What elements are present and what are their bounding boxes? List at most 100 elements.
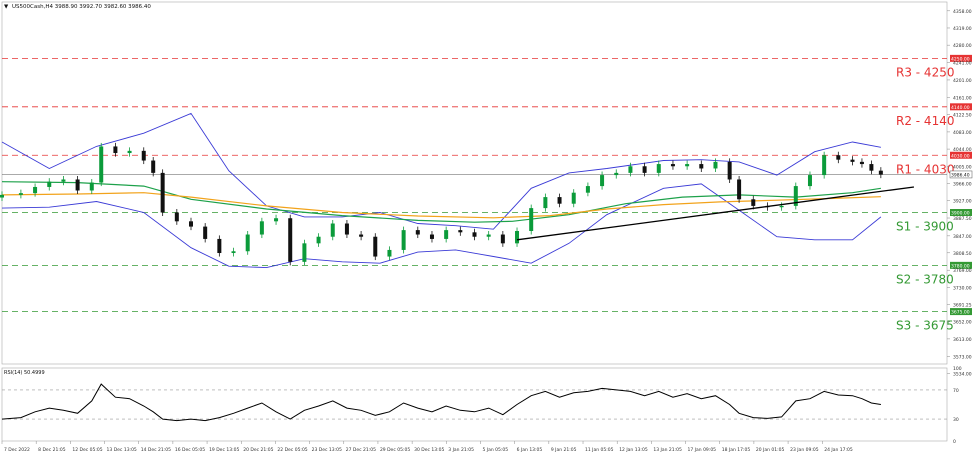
candle-body <box>713 161 718 169</box>
candle <box>529 204 534 235</box>
time-axis-tick-label: 14 Dec 21:05 <box>141 447 171 453</box>
rsi-axis-tick-label: 0 <box>953 439 956 445</box>
candle <box>33 183 38 197</box>
candle <box>727 158 732 183</box>
time-axis-tick-label: 12 Dec 05:05 <box>72 447 102 453</box>
price-axis-highlight <box>950 308 972 316</box>
candle <box>373 233 378 261</box>
candle-body <box>160 172 165 213</box>
candle-body <box>89 182 94 191</box>
candle <box>274 214 279 225</box>
price-panel-frame <box>1 1 948 365</box>
time-axis-tick-label: 13 Jan 21:05 <box>653 447 682 453</box>
candle <box>0 191 4 202</box>
candle-body <box>61 179 66 182</box>
price-axis-tick-label: 3613.00 <box>953 337 972 343</box>
candle-body <box>344 223 349 235</box>
candle <box>245 231 250 255</box>
candle <box>628 162 633 177</box>
candle <box>127 147 132 157</box>
candle-body <box>75 179 80 191</box>
candle <box>859 158 864 168</box>
candle <box>472 228 477 241</box>
candle <box>18 189 23 199</box>
candle-body <box>869 164 874 171</box>
moving-average-fast <box>1 181 881 223</box>
candle <box>779 202 784 211</box>
candle <box>614 169 619 179</box>
rsi-axis: 100 70 30 0 <box>953 366 962 445</box>
time-axis-tick-label: 3 Jan 21:05 <box>448 447 474 453</box>
rsi-axis-tick-label: 100 <box>953 366 962 372</box>
candle-body <box>33 186 38 194</box>
candle <box>189 217 193 231</box>
time-axis-tick-label: 27 Dec 21:05 <box>346 447 376 453</box>
candle-body <box>401 230 406 250</box>
candle-body <box>486 234 491 237</box>
candle <box>656 160 661 177</box>
candle <box>793 182 798 210</box>
candle-body <box>99 146 104 183</box>
candle <box>160 169 165 217</box>
candle-body <box>316 236 321 244</box>
level-label-s2: S2 - 3780 <box>896 272 954 286</box>
candle-body <box>822 155 827 176</box>
price-axis-tick-label: 3986.40 <box>951 172 970 178</box>
candle <box>302 239 307 266</box>
candle-body <box>515 231 520 244</box>
price-axis-tick-label: 3966.00 <box>953 181 972 187</box>
candle <box>458 226 463 236</box>
rsi-level-lines <box>2 389 947 420</box>
time-axis-tick-label: 19 Dec 13:05 <box>209 447 239 453</box>
moving-average-slow <box>1 192 881 219</box>
rsi-axis-tick-label: 30 <box>953 417 959 423</box>
candle-body <box>737 179 742 200</box>
time-axis-tick-label: 9 Jan 21:05 <box>551 447 577 453</box>
candle <box>670 160 675 170</box>
candle-body <box>47 181 52 187</box>
candle <box>387 246 392 261</box>
price-axis-tick-label: 4044.00 <box>953 147 972 153</box>
candle-body <box>127 150 132 154</box>
rsi-series-line <box>1 383 881 422</box>
bollinger-bands <box>1 112 882 269</box>
price-axis-tick-label: 3573.00 <box>953 355 972 361</box>
candle-body <box>151 160 156 173</box>
candle-body <box>217 238 222 254</box>
dropdown-triangle-icon[interactable]: ▼ <box>4 4 9 10</box>
candle <box>429 231 434 243</box>
price-axis-highlight <box>950 103 972 111</box>
candle <box>288 214 293 266</box>
price-axis-tick-label: 3652.00 <box>953 320 972 326</box>
ascending-trendline <box>516 186 915 241</box>
candle <box>75 175 80 195</box>
price-axis-tick-label: 3847.00 <box>953 234 972 240</box>
candle-body <box>642 166 647 173</box>
time-axis-tick-label: 23 Dec 13:05 <box>312 447 342 453</box>
price-axis-tick-label: 4250.00 <box>951 56 970 62</box>
candle-body <box>793 186 798 206</box>
price-axis-current <box>949 170 973 179</box>
time-axis-tick-label: 29 Dec 05:05 <box>380 447 410 453</box>
candle <box>699 160 704 172</box>
candle <box>515 227 520 247</box>
candle-body <box>628 166 633 173</box>
candle-body <box>302 243 307 262</box>
price-axis-tick-label: 4280.00 <box>953 43 972 49</box>
candle <box>869 160 874 175</box>
candle-body <box>472 232 477 237</box>
time-axis-tick-label: 12 Jan 13:05 <box>619 447 648 453</box>
time-axis-tick-label: 16 Dec 05:05 <box>175 447 205 453</box>
price-axis-tick-label: 3675.00 <box>951 310 970 316</box>
rsi-line <box>1 383 881 422</box>
candle <box>141 147 146 165</box>
candle-body <box>543 197 548 209</box>
candle <box>203 223 208 243</box>
time-axis-tick-label: 13 Dec 13:05 <box>107 447 137 453</box>
price-panel: R3 - 4250 R2 - 4140 R1 - 4030 S1 - 3900 S2 -… <box>0 1 954 365</box>
time-axis-tick-label: 17 Jan 09:05 <box>688 447 717 453</box>
candle <box>231 247 236 257</box>
candle-body <box>500 234 505 244</box>
candle-body <box>529 208 534 232</box>
candle-body <box>245 234 250 252</box>
